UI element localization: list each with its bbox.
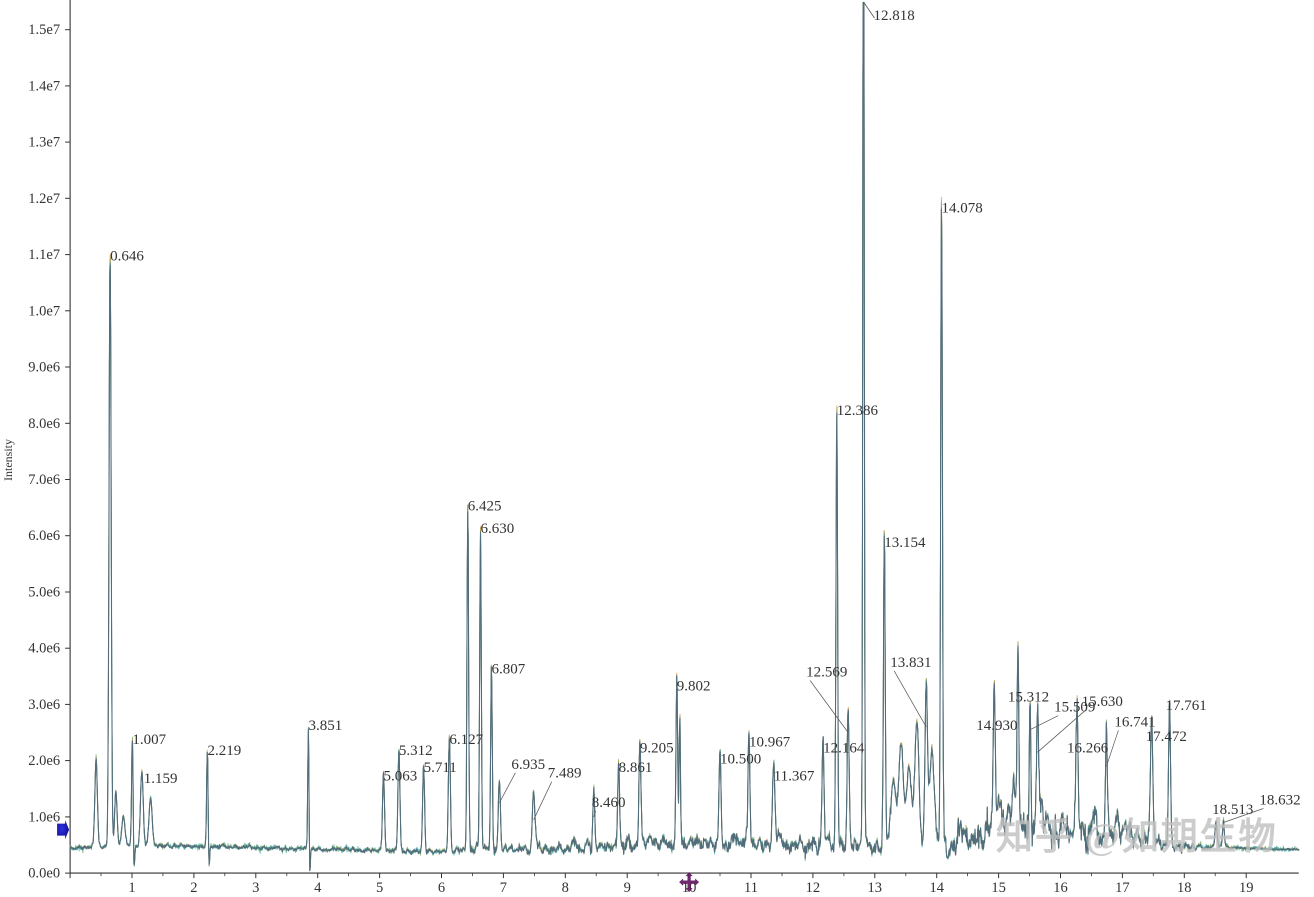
svg-text:14.930: 14.930 <box>976 718 1017 734</box>
svg-text:19: 19 <box>1239 880 1254 896</box>
svg-text:8.0e6: 8.0e6 <box>28 416 60 432</box>
svg-text:7.489: 7.489 <box>548 766 582 782</box>
svg-text:4.0e6: 4.0e6 <box>28 641 60 657</box>
svg-text:1.2e7: 1.2e7 <box>28 191 60 207</box>
svg-text:17.761: 17.761 <box>1166 698 1207 714</box>
svg-text:11.367: 11.367 <box>774 768 815 784</box>
svg-text:13.154: 13.154 <box>884 535 926 551</box>
svg-text:12: 12 <box>806 880 821 896</box>
svg-text:1.1e7: 1.1e7 <box>28 247 60 263</box>
svg-text:6: 6 <box>438 880 445 896</box>
svg-text:13.831: 13.831 <box>890 655 931 671</box>
svg-text:Intensity: Intensity <box>1 439 15 481</box>
svg-text:12.386: 12.386 <box>837 403 879 419</box>
svg-text:知乎 @如期生物: 知乎 @如期生物 <box>996 816 1278 858</box>
svg-text:13: 13 <box>868 880 883 896</box>
svg-text:6.425: 6.425 <box>468 499 502 515</box>
svg-text:16: 16 <box>1053 880 1068 896</box>
svg-text:5: 5 <box>376 880 383 896</box>
svg-text:9: 9 <box>624 880 631 896</box>
svg-text:18: 18 <box>1177 880 1192 896</box>
svg-text:5.063: 5.063 <box>384 768 418 784</box>
svg-text:1.0e6: 1.0e6 <box>28 809 60 825</box>
svg-text:11: 11 <box>744 880 758 896</box>
svg-text:8: 8 <box>562 880 569 896</box>
svg-text:1.007: 1.007 <box>132 732 166 748</box>
svg-text:15: 15 <box>991 880 1006 896</box>
svg-text:16.741: 16.741 <box>1114 714 1155 730</box>
svg-text:6.127: 6.127 <box>449 732 483 748</box>
svg-text:6.807: 6.807 <box>492 662 526 678</box>
svg-text:1.4e7: 1.4e7 <box>28 78 60 94</box>
svg-text:12.569: 12.569 <box>806 665 847 681</box>
svg-text:4: 4 <box>314 880 322 896</box>
svg-text:1.0e7: 1.0e7 <box>28 303 60 319</box>
svg-text:6.935: 6.935 <box>511 757 545 773</box>
svg-text:3.0e6: 3.0e6 <box>28 697 60 713</box>
svg-text:10.967: 10.967 <box>749 735 791 751</box>
svg-text:8.861: 8.861 <box>619 760 653 776</box>
svg-text:1.5e7: 1.5e7 <box>28 22 60 38</box>
svg-text:8.460: 8.460 <box>592 795 626 811</box>
svg-text:5.312: 5.312 <box>399 743 433 759</box>
svg-text:9.205: 9.205 <box>640 740 674 756</box>
svg-text:9.802: 9.802 <box>677 678 711 694</box>
svg-text:16.266: 16.266 <box>1067 740 1109 756</box>
svg-text:7.0e6: 7.0e6 <box>28 472 60 488</box>
svg-text:10.500: 10.500 <box>720 752 761 768</box>
svg-text:0.0e0: 0.0e0 <box>28 866 60 882</box>
svg-text:9.0e6: 9.0e6 <box>28 360 60 376</box>
svg-text:1.3e7: 1.3e7 <box>28 135 60 151</box>
svg-text:15.312: 15.312 <box>1008 690 1049 706</box>
svg-text:18.632: 18.632 <box>1259 793 1300 809</box>
svg-text:5.711: 5.711 <box>424 760 457 776</box>
svg-text:0.646: 0.646 <box>110 248 144 264</box>
svg-text:5.0e6: 5.0e6 <box>28 585 60 601</box>
svg-text:17: 17 <box>1115 880 1130 896</box>
svg-text:7: 7 <box>500 880 507 896</box>
svg-text:14.078: 14.078 <box>942 201 983 217</box>
svg-text:1: 1 <box>128 880 135 896</box>
svg-text:6.630: 6.630 <box>481 521 515 537</box>
svg-text:3.851: 3.851 <box>309 718 343 734</box>
svg-text:1.159: 1.159 <box>144 771 178 787</box>
svg-text:2.0e6: 2.0e6 <box>28 753 60 769</box>
svg-text:12.164: 12.164 <box>823 740 865 756</box>
svg-text:17.472: 17.472 <box>1146 729 1187 745</box>
svg-text:14: 14 <box>929 880 944 896</box>
svg-text:15.630: 15.630 <box>1082 694 1123 710</box>
svg-text:12.818: 12.818 <box>874 8 915 24</box>
svg-text:6.0e6: 6.0e6 <box>28 528 60 544</box>
svg-text:3: 3 <box>252 880 259 896</box>
svg-text:2.219: 2.219 <box>208 743 242 759</box>
svg-text:18.513: 18.513 <box>1212 802 1253 818</box>
svg-text:2: 2 <box>190 880 197 896</box>
